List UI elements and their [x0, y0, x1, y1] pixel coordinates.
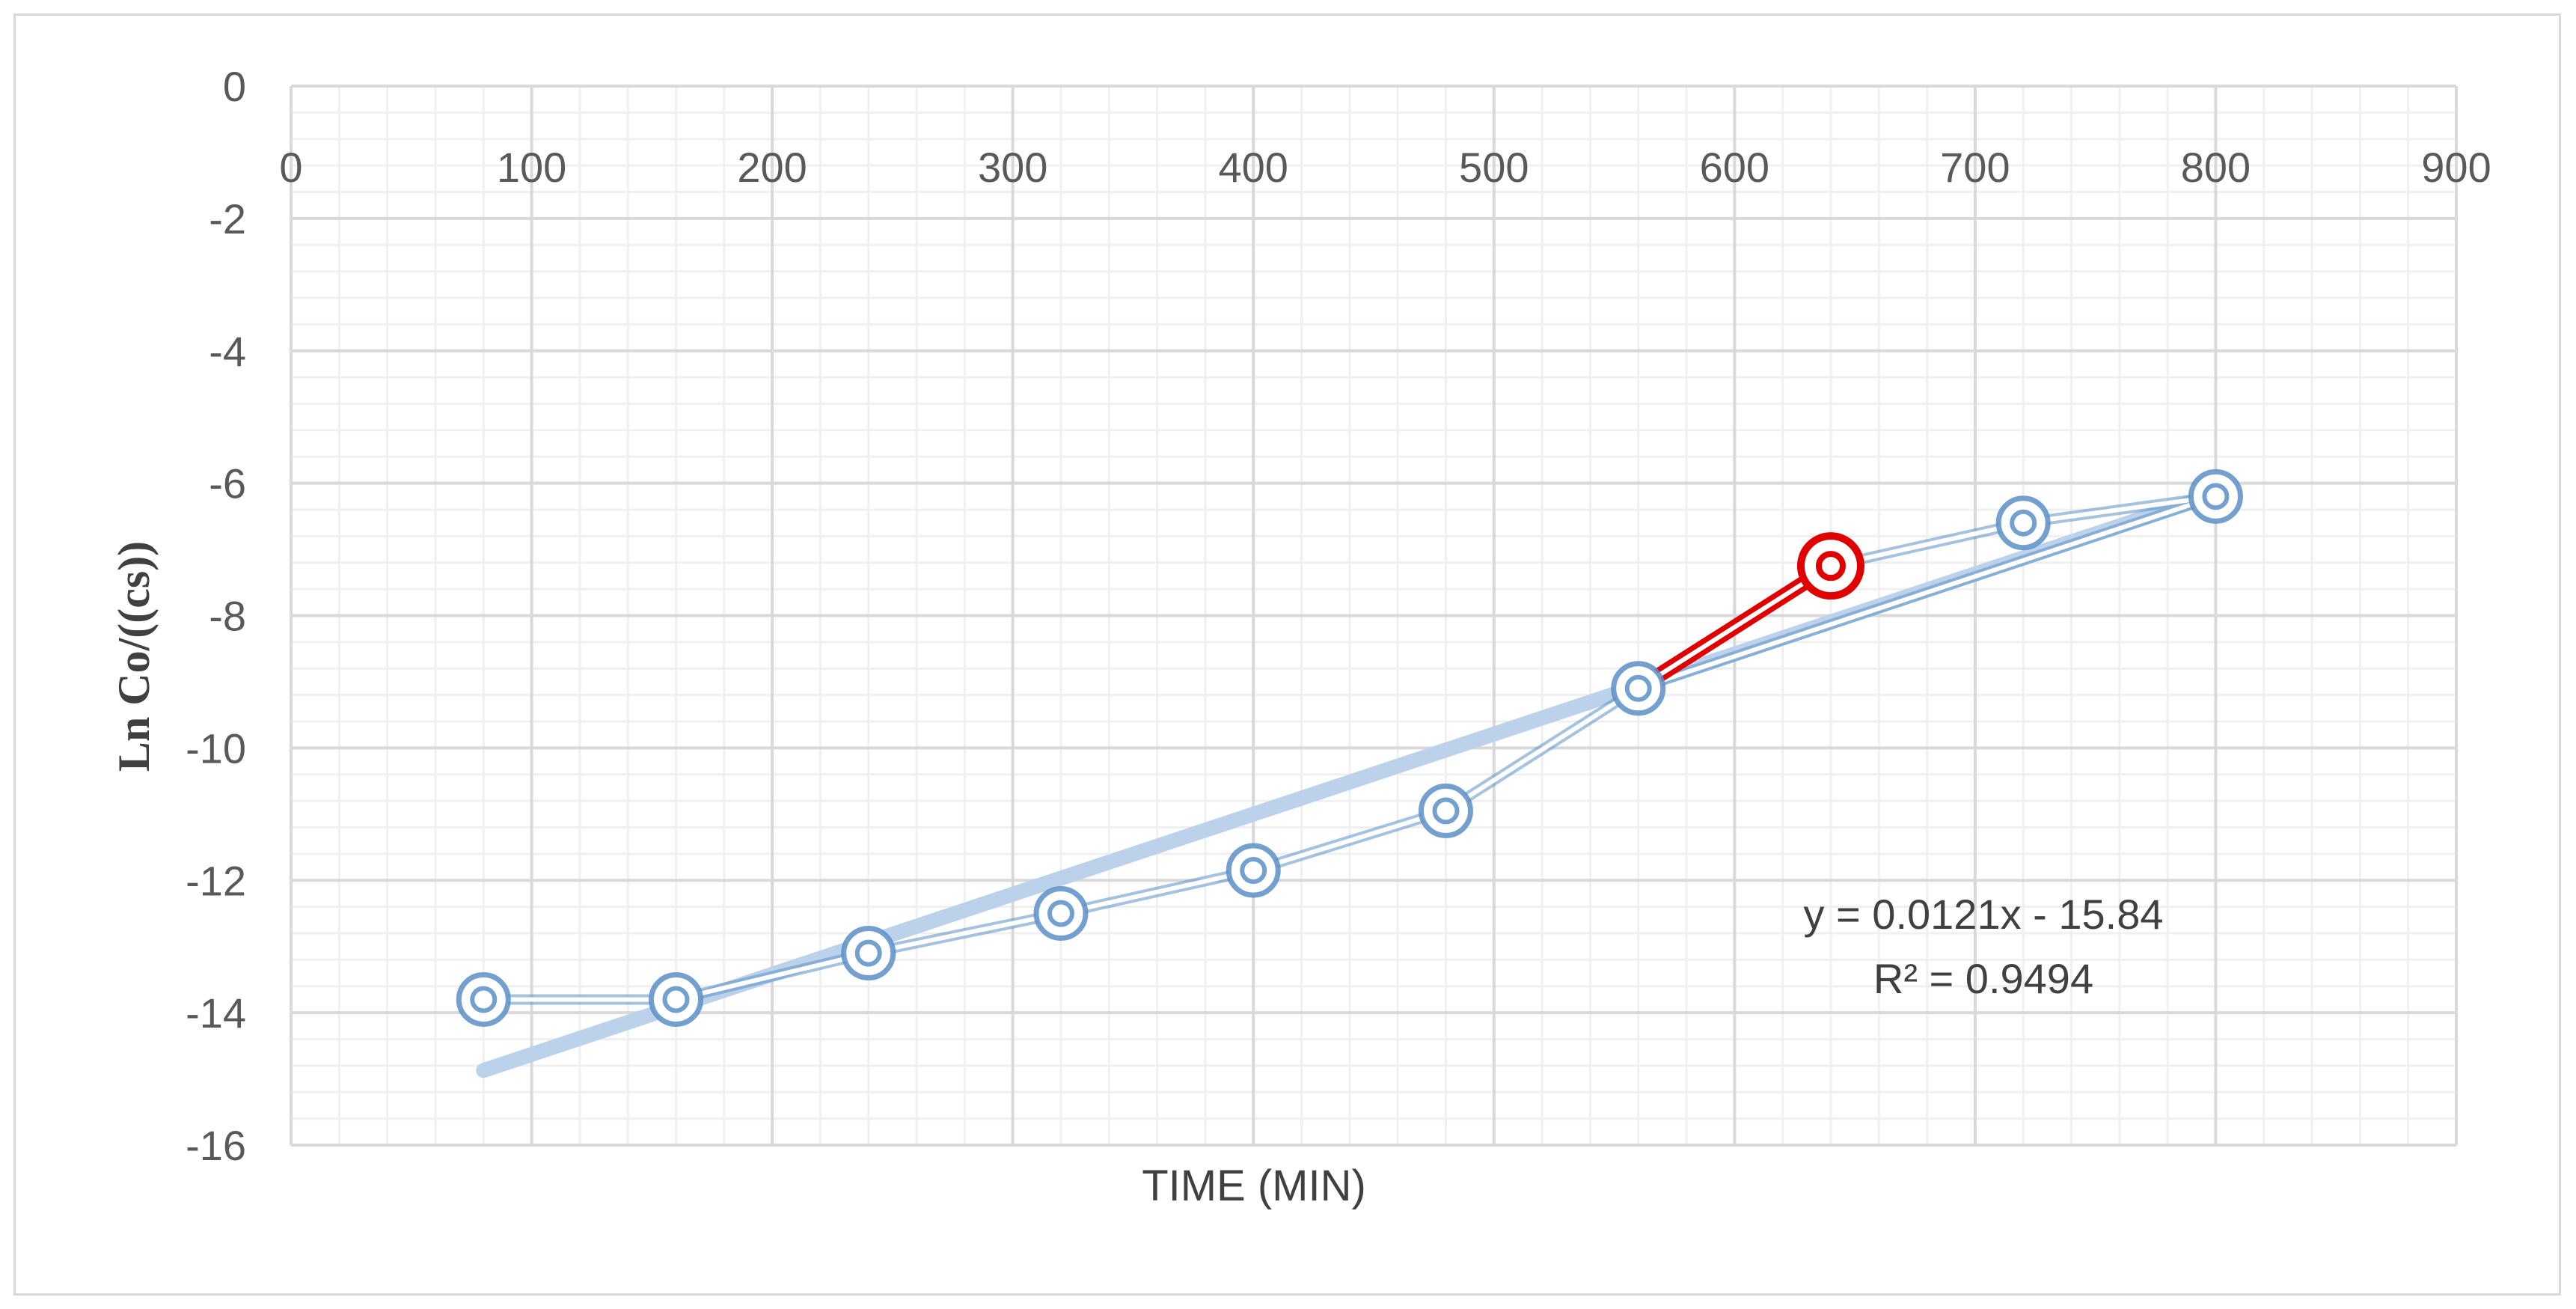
- data-point-inner: [662, 986, 690, 1013]
- highlight-segment-inner: [1636, 564, 1833, 691]
- data-point-inner: [470, 986, 498, 1013]
- data-point-inner: [1815, 551, 1846, 582]
- x-tick-label: 400: [1219, 144, 1288, 191]
- x-tick-label: 500: [1459, 144, 1529, 191]
- marker-layer: [456, 469, 2243, 1027]
- x-tick-label: 200: [737, 144, 807, 191]
- data-point-inner: [1240, 856, 1267, 884]
- x-tick-label: 100: [497, 144, 566, 191]
- y-axis-title: Ln Co/((cs)): [109, 541, 159, 772]
- trendline-equation: y = 0.0121x - 15.84: [1803, 891, 2163, 938]
- y-tick-label: -14: [186, 989, 246, 1037]
- y-tick-label: -4: [209, 328, 246, 375]
- data-point-inner: [1047, 900, 1074, 927]
- y-tick-label: 0: [223, 63, 246, 110]
- chart-frame: 0 -2 -4 -6 -8 -10 -12 -14 -16 0 100 200 300 400 500 60…: [13, 13, 2561, 1296]
- y-tick-label: -8: [209, 593, 246, 640]
- y-tick-label: -16: [186, 1122, 246, 1169]
- x-tick-label: 300: [978, 144, 1047, 191]
- data-point-inner: [2010, 509, 2037, 537]
- y-tick-label: -6: [209, 460, 246, 507]
- x-axis-title: TIME (MIN): [1142, 1162, 1366, 1210]
- x-tick-label: 900: [2421, 144, 2491, 191]
- x-tick-label: 600: [1700, 144, 1769, 191]
- y-tick-label: -12: [186, 857, 246, 904]
- y-tick-label: -10: [186, 724, 246, 772]
- data-point-inner: [854, 939, 882, 967]
- trendline-r-squared: R² = 0.9494: [1873, 955, 2093, 1002]
- x-tick-label: 700: [1940, 144, 2010, 191]
- chart-svg: 0 -2 -4 -6 -8 -10 -12 -14 -16 0 100 200 300 400 500 60…: [109, 63, 2491, 1210]
- x-tick-label: 800: [2181, 144, 2251, 191]
- y-tick-labels: 0 -2 -4 -6 -8 -10 -12 -14 -16: [186, 63, 246, 1169]
- grid-layer: [290, 85, 2458, 1147]
- data-point-inner: [1432, 797, 1460, 825]
- x-tick-label: 0: [279, 144, 302, 191]
- y-tick-label: -2: [209, 195, 246, 242]
- x-tick-labels: 0 100 200 300 400 500 600 700 800 900: [279, 144, 2491, 191]
- data-point-inner: [2202, 483, 2230, 510]
- data-point-inner: [1624, 674, 1652, 702]
